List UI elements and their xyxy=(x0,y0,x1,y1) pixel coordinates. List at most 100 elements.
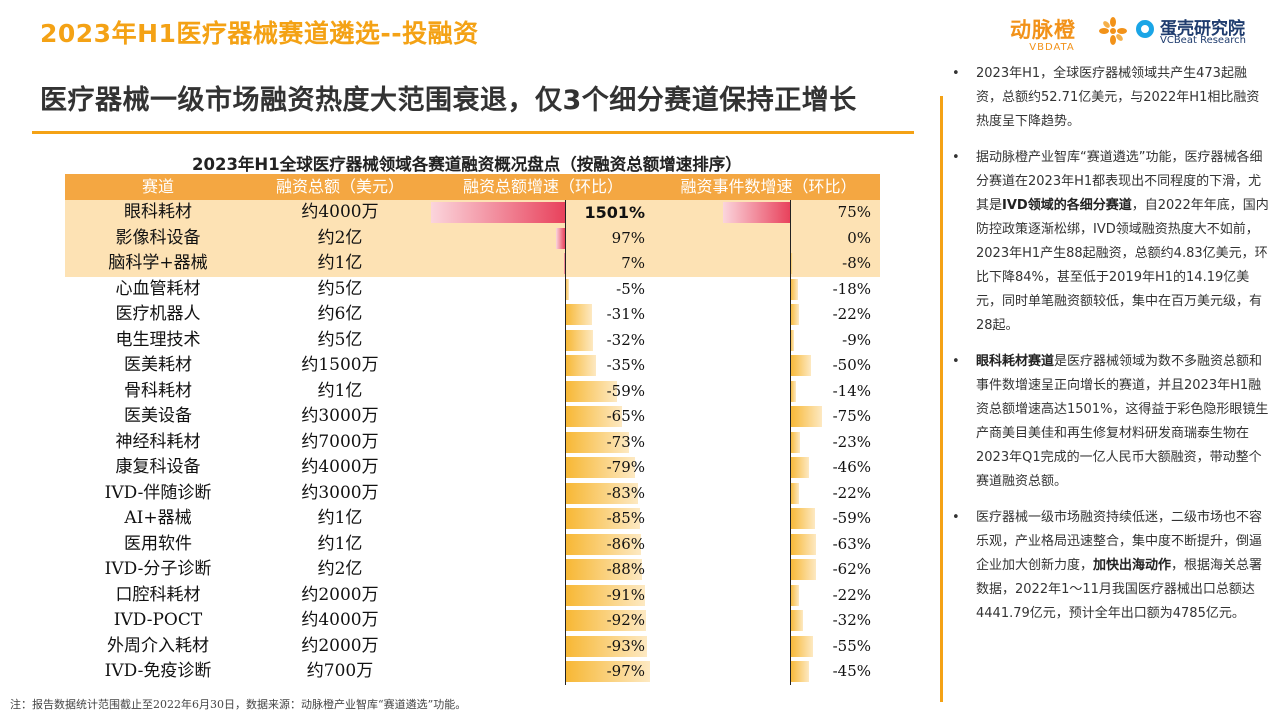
financing-amount: 约4000万 xyxy=(301,457,379,477)
event-growth-bar xyxy=(790,457,810,478)
amount-growth-bar xyxy=(565,584,646,606)
amount-growth-value: -92% xyxy=(606,611,645,629)
event-growth-value: -18% xyxy=(832,279,871,298)
track-name: 医美设备 xyxy=(124,406,192,426)
amount-growth-value: -91% xyxy=(606,585,645,604)
dongmaicheng-logo-cn: 动脉橙 xyxy=(1010,18,1076,42)
vcbeat-logo-cn: 蛋壳研究院 xyxy=(1160,19,1245,39)
bullet-text: 据动脉橙产业智库“赛道遴选”功能，医疗器械各细分赛道在2023年H1都表现出不同… xyxy=(976,150,1263,213)
financing-amount: 约1亿 xyxy=(317,508,363,528)
table-row: 脑科学+器械 约1亿 7% -8% xyxy=(65,251,880,277)
event-growth-bar xyxy=(790,304,800,325)
event-growth-value: -22% xyxy=(832,483,871,502)
event-growth-bar xyxy=(790,661,809,682)
table-row: 医美耗材 约1500万 -35% -50% xyxy=(65,353,880,379)
amount-growth-value: -97% xyxy=(606,662,645,680)
amount-growth-value: -88% xyxy=(606,560,645,578)
bullet-text: 医疗器械一级市场融资持续低迷，二级市场也不容乐观，产业格局迅速整合，集中度不断提… xyxy=(976,510,1263,573)
table-row: IVD-伴随诊断 约3000万 -83% -22% xyxy=(65,481,880,507)
event-growth-value: -46% xyxy=(832,458,871,476)
table-row: IVD-免疫诊断 约700万 -97% -45% xyxy=(65,659,880,685)
event-growth-bar xyxy=(790,559,817,580)
col-header-amount: 融资总额（美元） xyxy=(275,177,404,196)
table-row: 外周介入耗材 约2000万 -93% -55% xyxy=(65,634,880,660)
amount-growth-value: -86% xyxy=(606,534,645,553)
amount-growth-bar xyxy=(565,406,623,427)
amount-growth-value: -5% xyxy=(616,279,645,298)
amount-growth-value: -31% xyxy=(606,305,645,323)
track-name: 脑科学+器械 xyxy=(108,253,208,273)
bullet-emphasis: IVD领域的各细分赛道 xyxy=(1002,198,1132,213)
vcbeat-ring-icon xyxy=(1136,20,1154,38)
amount-growth-bar xyxy=(565,380,617,402)
event-growth-bar xyxy=(790,355,811,376)
track-name: IVD-分子诊断 xyxy=(104,559,212,579)
event-growth-bar xyxy=(790,278,798,300)
amount-growth-value: -35% xyxy=(606,356,645,374)
amount-growth-bar xyxy=(565,329,594,351)
track-name: 医疗机器人 xyxy=(115,304,201,324)
table-row: 医美设备 约3000万 -65% -75% xyxy=(65,404,880,430)
table-row: 医疗机器人 约6亿 -31% -22% xyxy=(65,302,880,328)
table-row: IVD-分子诊断 约2亿 -88% -62% xyxy=(65,557,880,583)
bullet-emphasis: 眼科耗材赛道 xyxy=(976,354,1055,369)
amount-growth-bar xyxy=(565,635,647,657)
sidebar-accent-bar xyxy=(940,96,943,702)
track-name: 医美耗材 xyxy=(124,355,192,375)
event-growth-value: -22% xyxy=(832,585,871,604)
event-growth-value: 0% xyxy=(847,228,871,247)
amount-growth-value: -65% xyxy=(606,407,645,425)
financing-amount: 约7000万 xyxy=(301,431,379,452)
amount-growth-value: 1501% xyxy=(584,203,645,222)
event-growth-bar xyxy=(790,406,822,427)
headline-underline xyxy=(32,131,914,134)
event-growth-value: -45% xyxy=(832,662,871,680)
bullet-text: ，自2022年年底，国内防控政策逐渐松绑，IVD领域融资热度大不如前，2023年… xyxy=(976,198,1269,333)
amount-growth-bar xyxy=(565,610,646,631)
bullet-emphasis: 加快出海动作 xyxy=(1093,558,1172,573)
track-name: 眼科耗材 xyxy=(124,202,192,222)
vcbeat-logo-en: VCBeat Research xyxy=(1160,35,1246,46)
amount-growth-value: -79% xyxy=(606,458,645,476)
financing-amount: 约5亿 xyxy=(317,278,363,299)
event-growth-value: -50% xyxy=(832,356,871,374)
amount-growth-value: -83% xyxy=(606,483,645,502)
bullet-text: ，根据海关总署数据，2022年1～11月我国医疗器械出口总额达4441.79亿元… xyxy=(976,558,1263,621)
table-row: IVD-POCT 约4000万 -92% -32% xyxy=(65,608,880,634)
event-growth-bar xyxy=(790,431,800,453)
event-growth-value: -32% xyxy=(832,611,871,629)
orange-flower-icon xyxy=(1099,17,1127,45)
event-growth-value: -22% xyxy=(832,305,871,323)
table-row: 影像科设备 约2亿 97% 0% xyxy=(65,225,880,252)
event-growth-bar xyxy=(790,482,800,504)
amount-growth-bar xyxy=(565,533,641,555)
amount-growth-bar xyxy=(564,253,565,274)
financing-amount: 约5亿 xyxy=(317,329,363,350)
amount-growth-value: -73% xyxy=(606,432,645,451)
track-name: IVD-免疫诊断 xyxy=(104,661,212,681)
amount-growth-bar xyxy=(565,431,630,453)
event-growth-value: -59% xyxy=(832,509,871,527)
table-row: AI+器械 约1亿 -85% -59% xyxy=(65,506,880,532)
table-row: 眼科耗材 约4000万 1501% 75% xyxy=(65,200,880,227)
event-growth-zero-axis xyxy=(790,200,791,685)
amount-growth-bar xyxy=(565,278,570,300)
amount-growth-bar xyxy=(565,559,643,580)
track-name: 口腔科耗材 xyxy=(115,584,201,605)
track-name: AI+器械 xyxy=(124,508,192,528)
financing-amount: 约3000万 xyxy=(301,482,379,503)
financing-amount: 约4000万 xyxy=(301,202,379,222)
dongmaicheng-logo-en: VBDATA xyxy=(1029,42,1075,53)
event-growth-bar xyxy=(790,610,804,631)
footnote: 注：报告数据统计范围截止至2022年6月30日，数据来源：动脉橙产业智库“赛道遴… xyxy=(10,698,467,711)
financing-amount: 约1500万 xyxy=(301,355,379,375)
event-growth-value: -9% xyxy=(842,330,871,349)
track-name: 影像科设备 xyxy=(115,227,201,248)
sidebar-bullet: 眼科耗材赛道是医疗器械领域为数不多融资总额和事件数增速呈正向增长的赛道，并且20… xyxy=(952,350,1272,494)
track-name: 心血管耗材 xyxy=(115,278,201,299)
event-growth-value: -63% xyxy=(832,534,871,553)
track-name: 电生理技术 xyxy=(115,329,201,350)
amount-growth-value: 97% xyxy=(611,228,645,247)
amount-growth-bar xyxy=(565,304,593,325)
financing-amount: 约6亿 xyxy=(317,304,363,324)
